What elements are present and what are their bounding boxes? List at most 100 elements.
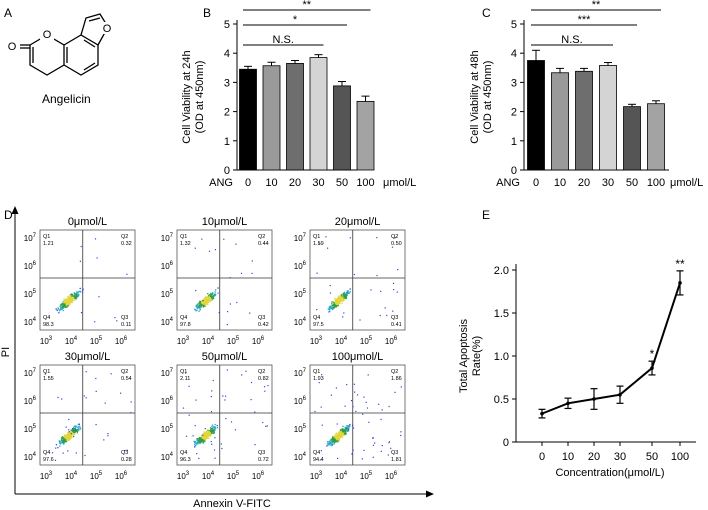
event-dot: [337, 441, 339, 443]
y-tick-label: 107: [294, 233, 307, 243]
event-dot: [71, 295, 73, 297]
event-dot: [339, 437, 341, 439]
event-dot: [338, 301, 340, 303]
event-dot: [73, 432, 75, 434]
event-dot: [334, 441, 336, 443]
event-dot: [69, 297, 72, 299]
event-dot: [387, 454, 389, 456]
event-dot: [346, 430, 348, 432]
event-dot: [210, 293, 212, 295]
event-dot: [316, 272, 318, 274]
event-dot: [353, 383, 355, 385]
event-dot: [197, 306, 199, 308]
event-dot: [73, 299, 75, 302]
y-tick-label: 106: [161, 396, 174, 406]
event-dot: [76, 429, 78, 432]
event-dot: [64, 306, 66, 308]
y-tick-label: 0.5: [494, 394, 509, 406]
event-dot: [320, 406, 322, 408]
carbonyl-oxygen-bg: [8, 40, 20, 52]
event-dot: [380, 450, 382, 452]
event-dot: [376, 274, 378, 277]
event-dot: [218, 312, 220, 314]
event-dot: [214, 423, 216, 426]
event-dot: [67, 433, 69, 435]
event-dot: [400, 431, 402, 433]
event-dot: [82, 288, 84, 290]
event-dot: [392, 282, 395, 284]
event-dot: [69, 293, 72, 296]
event-dot: [67, 299, 69, 301]
q3-name: Q3: [391, 315, 398, 321]
event-dot: [330, 306, 332, 308]
event-dot: [199, 301, 202, 303]
event-dot: [212, 429, 215, 431]
event-dot: [352, 406, 354, 408]
furan-oxygen-bg: [100, 22, 114, 34]
panel-e-line-chart: E 0 0.5 1.0 1.5 2.0 0 10 20 30 50 100 Total Apoptosi…: [458, 208, 696, 479]
significance-label: **: [592, 0, 601, 11]
event-dot: [78, 291, 80, 293]
x-tick-label: 105: [227, 471, 240, 481]
event-dot: [60, 308, 62, 311]
event-dot: [344, 429, 346, 431]
event-dot: [351, 453, 353, 455]
event-dot: [347, 425, 349, 427]
event-dot: [345, 429, 347, 431]
event-dot: [210, 297, 212, 299]
event-dot: [68, 433, 70, 436]
event-dot: [359, 319, 361, 321]
x-tick-label: 105: [360, 336, 373, 346]
x-tick-label: 103: [177, 336, 190, 346]
y-tick-label: 3: [224, 77, 230, 89]
event-dot: [204, 303, 207, 305]
x-unit-label: μmol/L: [383, 177, 416, 189]
significance-label: **: [302, 0, 311, 11]
event-dot: [335, 304, 338, 306]
event-dot: [204, 431, 206, 434]
event-dot: [69, 433, 72, 435]
x-tick-label: 106: [115, 471, 128, 481]
event-dot: [94, 238, 97, 240]
y-axis-label-line2: (OD at 450nm): [194, 61, 206, 134]
event-dot: [352, 449, 354, 451]
event-dot: [202, 299, 204, 301]
data-point-0: [540, 411, 544, 416]
event-dot: [343, 295, 345, 297]
event-dot: [195, 444, 197, 446]
q4-value: 97.5: [313, 322, 324, 328]
event-dot: [392, 310, 394, 312]
event-dot: [75, 426, 77, 428]
x-tick-label: 106: [385, 471, 398, 481]
event-dot: [391, 246, 394, 248]
event-dot: [75, 298, 77, 300]
event-dot: [196, 438, 199, 440]
event-dot: [214, 457, 216, 459]
y-tick-label: 107: [24, 233, 37, 243]
event-dot: [320, 450, 322, 452]
event-dot: [342, 434, 344, 437]
event-dot: [235, 243, 237, 245]
x-tick-label: 0: [245, 177, 251, 189]
y-axis-label-line2: Rate(%): [471, 336, 483, 376]
event-dot: [208, 434, 210, 436]
event-dot: [67, 302, 69, 304]
y-axis-label-line1: Cell Viability at 48h: [469, 50, 481, 143]
x-tick-label: 104: [202, 471, 215, 481]
event-dot: [198, 310, 200, 312]
event-dot: [338, 435, 340, 438]
event-dot: [250, 381, 253, 384]
event-dot: [333, 439, 335, 441]
event-dot: [394, 237, 396, 239]
event-dot: [57, 308, 59, 310]
event-dot: [336, 305, 338, 307]
event-dot: [59, 442, 61, 444]
event-dot: [206, 302, 208, 304]
event-dot: [223, 238, 225, 240]
event-dot: [345, 433, 347, 435]
event-dot: [362, 413, 364, 415]
event-dot: [203, 300, 205, 302]
event-dot: [328, 444, 331, 446]
event-dot: [64, 441, 66, 443]
event-dot: [103, 439, 105, 441]
